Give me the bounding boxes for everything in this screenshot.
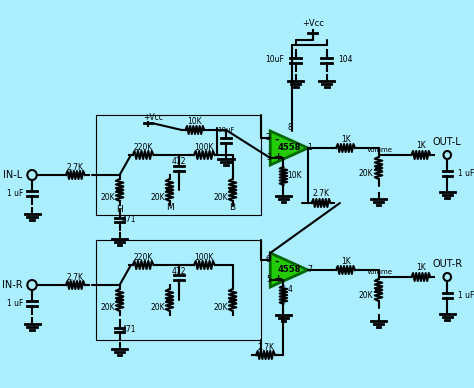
Text: IN-L: IN-L [3,170,23,180]
Text: 20K: 20K [101,303,116,312]
Text: 10uF: 10uF [265,55,284,64]
Text: 471: 471 [122,326,136,334]
Text: 10uF: 10uF [217,127,235,133]
Text: 6: 6 [266,256,271,265]
Text: OUT-R: OUT-R [432,259,462,269]
Text: 10K: 10K [188,118,202,126]
Text: Volume: Volume [367,147,393,153]
Text: 2.7K: 2.7K [312,189,329,199]
Text: 1 uF: 1 uF [7,298,24,308]
Text: 1K: 1K [416,142,426,151]
Text: Volume: Volume [367,269,393,275]
Text: +: + [274,151,283,161]
Text: 1K: 1K [341,256,350,265]
Text: 100K: 100K [195,142,214,151]
Text: 104: 104 [338,55,353,64]
Text: H: H [116,206,123,215]
Text: 2: 2 [266,133,271,142]
Text: 20K: 20K [151,303,165,312]
Text: M: M [165,203,173,213]
Text: 472: 472 [172,158,186,166]
Text: 472: 472 [172,267,186,275]
Text: 10K: 10K [287,171,302,180]
Polygon shape [270,131,308,165]
Text: 2.7K: 2.7K [67,163,84,171]
Text: 220K: 220K [134,253,153,262]
Text: 3: 3 [266,154,271,163]
Text: +Vcc: +Vcc [143,113,163,121]
Text: 471: 471 [122,215,136,225]
Text: 1 uF: 1 uF [457,291,474,300]
Text: 8: 8 [288,123,292,132]
Text: B: B [229,203,236,213]
Text: 2.7K: 2.7K [257,343,274,352]
Text: 5: 5 [266,275,271,284]
Text: 20K: 20K [358,291,373,300]
Text: 20K: 20K [214,194,228,203]
Text: 4558: 4558 [277,144,301,152]
Text: 4558: 4558 [277,265,301,274]
Text: 4: 4 [288,286,292,294]
Text: 1 uF: 1 uF [457,168,474,177]
Text: -: - [274,135,279,144]
Text: 1K: 1K [341,135,350,144]
Text: 20K: 20K [151,194,165,203]
Text: 20K: 20K [358,168,373,177]
Text: IN-R: IN-R [2,280,23,290]
Text: 100K: 100K [195,253,214,262]
Text: OUT-L: OUT-L [433,137,462,147]
Text: 2.7K: 2.7K [67,272,84,282]
Text: 1K: 1K [416,263,426,272]
Text: 20K: 20K [101,194,116,203]
Text: 1: 1 [308,144,312,152]
Text: -: - [274,256,279,267]
Text: 220K: 220K [134,142,153,151]
Text: +Vcc: +Vcc [301,19,324,28]
Text: 7: 7 [307,265,312,274]
Polygon shape [270,253,308,287]
Text: 1 uF: 1 uF [7,189,24,197]
Text: 20K: 20K [214,303,228,312]
Text: +: + [274,274,283,284]
